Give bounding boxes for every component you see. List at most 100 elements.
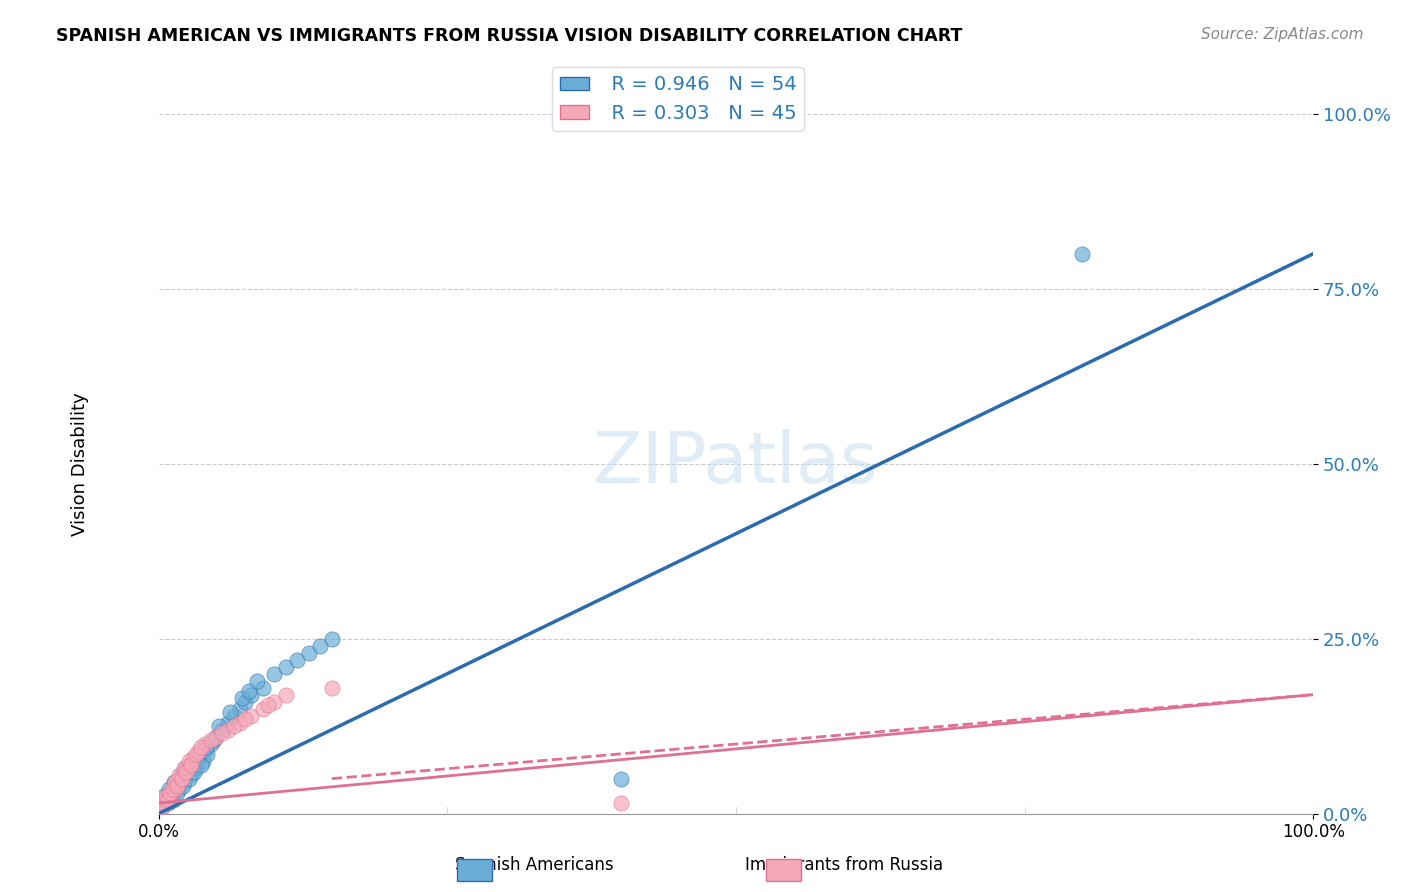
Point [187, 747, 209, 761]
Point [157, 782, 180, 797]
Point [176, 764, 198, 779]
Point [183, 764, 205, 779]
Point [609, 796, 631, 810]
Point [150, 799, 173, 814]
Point [163, 779, 186, 793]
Point [167, 775, 190, 789]
Point [177, 772, 200, 786]
Point [222, 708, 245, 723]
Point [194, 743, 217, 757]
Point [240, 708, 263, 723]
Point [180, 757, 202, 772]
Point [252, 681, 274, 695]
Point [150, 799, 173, 814]
Point [176, 761, 198, 775]
Point [238, 684, 260, 698]
Point [246, 673, 269, 688]
Point [205, 730, 228, 744]
Point [170, 772, 193, 786]
Point [181, 754, 204, 768]
Point [163, 775, 186, 789]
Point [205, 730, 228, 744]
Point [163, 775, 186, 789]
Point [155, 792, 177, 806]
Point [156, 796, 179, 810]
Point [208, 719, 231, 733]
Point [181, 757, 204, 772]
Point [160, 786, 183, 800]
Point [231, 691, 253, 706]
Point [298, 646, 321, 660]
Point [191, 754, 214, 768]
Point [1071, 246, 1094, 260]
Point [217, 723, 239, 737]
Point [200, 733, 222, 747]
Point [165, 782, 187, 797]
Point [176, 764, 198, 779]
Point [153, 789, 176, 803]
Point [240, 688, 263, 702]
Point [166, 779, 188, 793]
Point [195, 747, 218, 761]
Point [160, 789, 183, 803]
Point [179, 757, 201, 772]
Point [285, 652, 308, 666]
Text: Source: ZipAtlas.com: Source: ZipAtlas.com [1201, 27, 1364, 42]
Point [184, 761, 207, 775]
Point [228, 701, 250, 715]
Point [190, 757, 212, 772]
Point [174, 761, 197, 775]
Text: Spanish Americans: Spanish Americans [456, 856, 613, 874]
Point [309, 639, 332, 653]
Point [188, 750, 211, 764]
Text: ZIPatlas: ZIPatlas [593, 429, 879, 498]
Point [274, 688, 297, 702]
Point [263, 666, 285, 681]
Point [211, 726, 233, 740]
Point [173, 761, 195, 775]
Legend:   R = 0.946   N = 54,   R = 0.303   N = 45: R = 0.946 N = 54, R = 0.303 N = 45 [553, 68, 804, 131]
Y-axis label: Vision Disability: Vision Disability [72, 392, 89, 535]
Point [211, 723, 233, 737]
Point [172, 768, 194, 782]
Point [156, 792, 179, 806]
Point [162, 782, 184, 797]
Point [257, 698, 280, 712]
Point [157, 789, 180, 803]
Text: SPANISH AMERICAN VS IMMIGRANTS FROM RUSSIA VISION DISABILITY CORRELATION CHART: SPANISH AMERICAN VS IMMIGRANTS FROM RUSS… [56, 27, 963, 45]
Point [169, 782, 191, 797]
Point [166, 786, 188, 800]
Point [233, 695, 256, 709]
Point [156, 796, 179, 810]
Point [219, 705, 242, 719]
Point [195, 740, 218, 755]
Point [172, 779, 194, 793]
Text: Immigrants from Russia: Immigrants from Russia [745, 856, 942, 874]
Point [200, 737, 222, 751]
Point [165, 779, 187, 793]
Point [153, 792, 176, 806]
Point [169, 768, 191, 782]
Point [202, 733, 225, 747]
Point [177, 754, 200, 768]
Point [263, 695, 285, 709]
Point [217, 715, 239, 730]
Point [174, 764, 197, 779]
Point [252, 701, 274, 715]
Point [274, 659, 297, 673]
Point [180, 768, 202, 782]
Point [159, 786, 181, 800]
Point [173, 775, 195, 789]
Point [228, 715, 250, 730]
Point [170, 772, 193, 786]
Point [233, 712, 256, 726]
Point [194, 737, 217, 751]
Point [188, 743, 211, 757]
Point [159, 786, 181, 800]
Point [152, 796, 174, 810]
Point [321, 632, 343, 646]
Point [184, 747, 207, 761]
Point [222, 719, 245, 733]
Point [190, 740, 212, 755]
Point [162, 792, 184, 806]
